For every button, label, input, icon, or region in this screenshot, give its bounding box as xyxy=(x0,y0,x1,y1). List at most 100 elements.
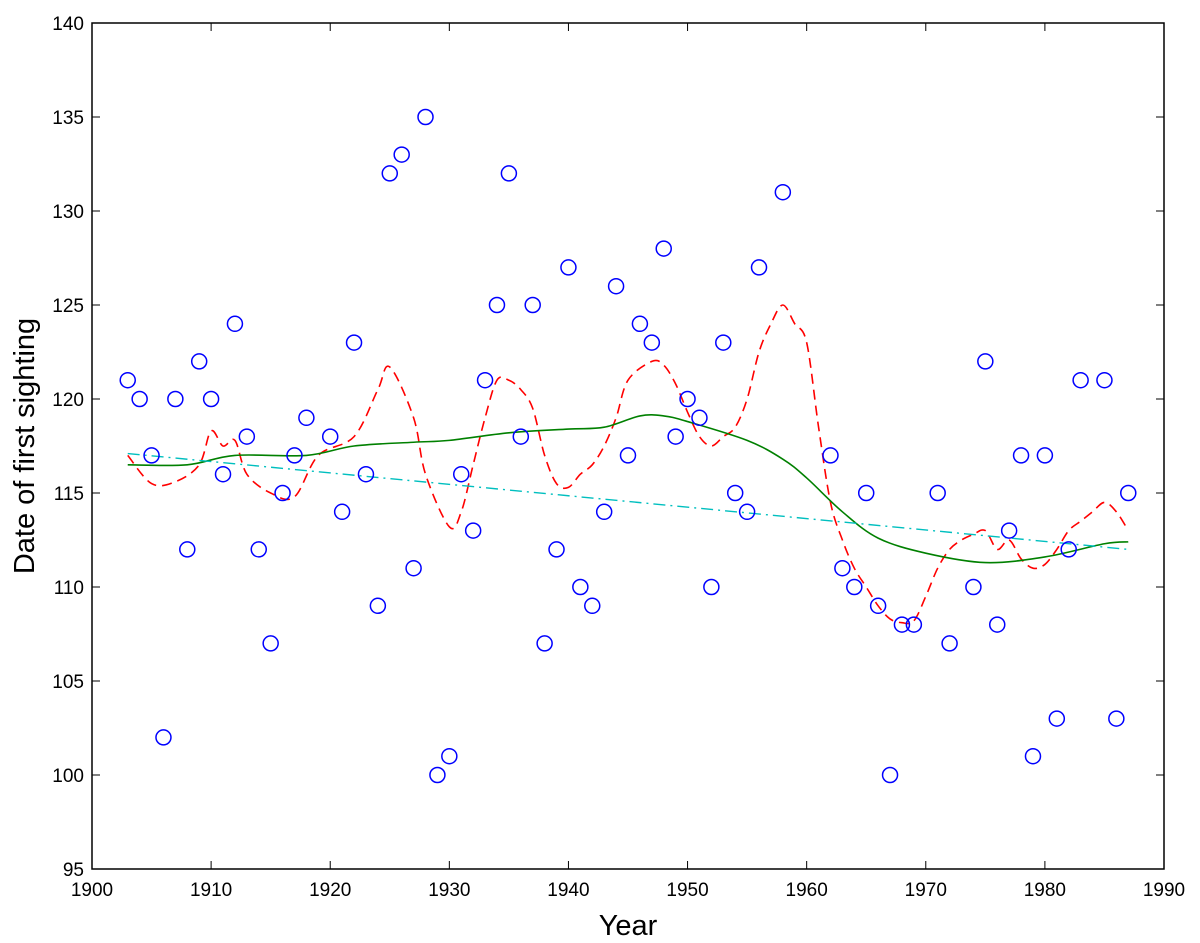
x-axis-label: Year xyxy=(599,910,658,942)
data-point xyxy=(214,465,232,483)
data-point xyxy=(750,259,768,276)
data-point xyxy=(655,240,672,257)
data-point xyxy=(929,484,946,502)
data-point xyxy=(298,409,315,427)
data-point xyxy=(679,390,696,408)
x-tick-label: 1980 xyxy=(1024,880,1066,901)
data-point xyxy=(190,353,208,370)
x-tick-label: 1970 xyxy=(905,880,947,901)
data-point xyxy=(905,616,923,633)
data-point xyxy=(715,334,732,351)
y-tick-label: 100 xyxy=(52,766,84,787)
data-point xyxy=(536,635,553,652)
y-tick-label: 140 xyxy=(52,14,84,35)
data-point xyxy=(988,616,1006,633)
data-point xyxy=(488,296,506,314)
data-point xyxy=(357,465,375,483)
data-point xyxy=(774,183,792,201)
data-point xyxy=(393,146,410,163)
x-tick-label: 1930 xyxy=(428,880,470,901)
data-point xyxy=(1036,447,1054,464)
data-point xyxy=(738,503,756,521)
x-tick-label: 1960 xyxy=(786,880,828,901)
data-point xyxy=(1096,371,1113,389)
data-point xyxy=(691,409,708,427)
x-tick-label: 1950 xyxy=(666,880,708,901)
data-point xyxy=(869,597,887,615)
data-point xyxy=(857,484,875,502)
x-tick-label: 1940 xyxy=(547,880,589,901)
data-point xyxy=(274,484,291,502)
data-point xyxy=(500,165,518,182)
y-tick-label: 105 xyxy=(52,672,84,693)
data-point xyxy=(822,447,839,464)
data-point xyxy=(1108,710,1125,727)
data-point xyxy=(405,559,422,577)
data-point xyxy=(131,390,148,408)
data-point xyxy=(941,635,958,652)
data-point xyxy=(1000,522,1018,539)
data-point xyxy=(1120,484,1137,502)
x-tick-label: 1910 xyxy=(190,880,232,901)
data-point xyxy=(429,766,446,784)
data-point xyxy=(881,766,899,784)
data-point xyxy=(464,522,482,539)
data-point xyxy=(143,447,160,464)
y-tick-label: 135 xyxy=(52,108,84,129)
data-point xyxy=(548,541,565,558)
y-axis-label: Date of first sighting xyxy=(9,318,41,574)
data-point xyxy=(834,559,851,577)
data-point xyxy=(846,578,863,596)
data-point xyxy=(179,541,196,558)
x-tick-label: 1920 xyxy=(309,880,351,901)
data-point xyxy=(238,428,256,445)
data-point xyxy=(703,578,720,596)
y-tick-label: 120 xyxy=(52,390,84,411)
data-point xyxy=(345,334,363,351)
data-point xyxy=(1024,747,1042,765)
data-point xyxy=(560,259,577,276)
data-point xyxy=(726,484,744,502)
data-point xyxy=(1072,371,1089,389)
data-point xyxy=(262,635,279,652)
data-point xyxy=(1060,541,1077,558)
red-dashed-smooth-line xyxy=(127,304,1129,625)
data-point xyxy=(1048,710,1066,727)
data-point xyxy=(667,428,684,445)
data-point xyxy=(631,315,649,333)
data-point xyxy=(226,315,244,333)
y-tick-label: 130 xyxy=(52,202,84,223)
data-point xyxy=(584,597,601,615)
data-point xyxy=(607,277,625,295)
data-point xyxy=(619,447,637,464)
data-point xyxy=(524,296,541,314)
data-point xyxy=(1012,447,1030,464)
y-tick-label: 110 xyxy=(54,578,84,599)
data-point xyxy=(286,447,303,464)
y-tick-label: 125 xyxy=(52,296,84,317)
data-point xyxy=(643,334,661,351)
data-point xyxy=(250,541,268,558)
data-point xyxy=(476,371,494,389)
data-point xyxy=(595,503,613,521)
green-solid-smooth-line xyxy=(127,414,1129,564)
cyan-dashdot-linear-line xyxy=(127,452,1129,551)
data-point xyxy=(893,616,911,633)
data-point xyxy=(119,371,136,389)
data-point xyxy=(381,165,399,182)
y-tick-label: 115 xyxy=(54,484,84,505)
data-point xyxy=(965,578,982,596)
data-point xyxy=(155,729,172,746)
y-tick-label: 95 xyxy=(63,860,84,881)
data-point xyxy=(572,578,589,596)
data-point xyxy=(202,390,220,408)
data-point xyxy=(977,353,994,370)
data-point xyxy=(333,503,351,521)
data-point xyxy=(512,428,530,445)
data-point xyxy=(452,465,470,483)
data-point xyxy=(417,108,434,126)
plot-area xyxy=(91,22,1165,870)
x-tick-label: 1990 xyxy=(1143,880,1185,901)
data-point xyxy=(369,597,387,615)
